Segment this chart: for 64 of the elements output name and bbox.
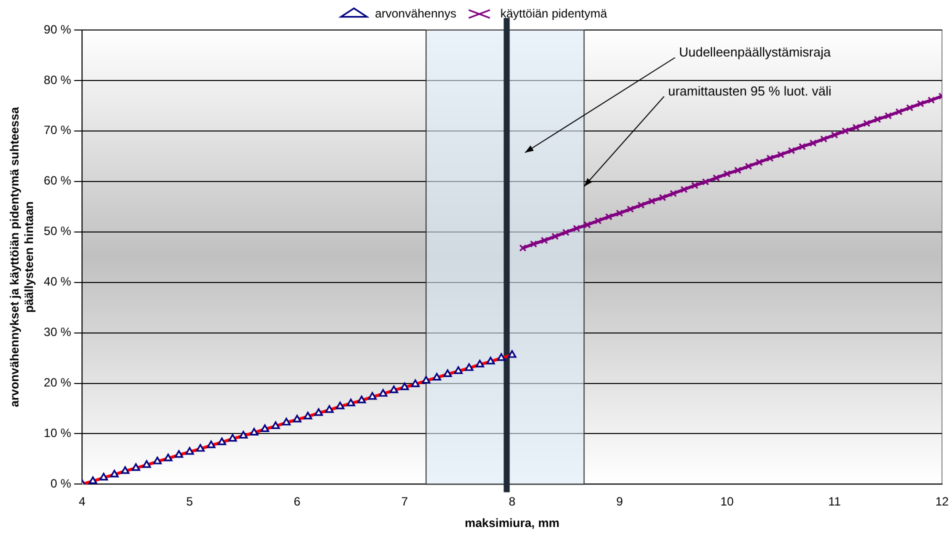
point <box>626 206 634 213</box>
point <box>830 131 838 139</box>
point <box>788 146 796 154</box>
point <box>723 170 731 178</box>
point <box>605 213 612 220</box>
annotation: uramittausten 95 % luot. väli <box>668 84 832 99</box>
y-tick-label: 60 % <box>44 174 72 188</box>
x-tick-label: 7 <box>401 494 408 509</box>
legend-label: käyttöiän pidentymä <box>500 6 608 20</box>
point <box>766 154 774 162</box>
y-tick-label: 20 % <box>44 376 72 390</box>
point <box>863 120 870 127</box>
point <box>734 166 742 174</box>
point <box>584 221 591 228</box>
y-tick-label: 50 % <box>44 224 72 238</box>
point <box>637 201 645 209</box>
x-tick-label: 5 <box>186 494 194 509</box>
point <box>551 232 559 240</box>
y-tick-label: 30 % <box>44 325 72 340</box>
x-tick-label: 12 <box>935 494 949 509</box>
x-tick-label: 10 <box>720 494 734 509</box>
point <box>809 139 817 147</box>
annotation: Uudelleenpäällystämisraja <box>678 44 832 60</box>
point <box>670 190 677 198</box>
point <box>895 108 903 116</box>
point <box>680 186 688 194</box>
x-tick-label: 11 <box>828 494 842 509</box>
point <box>702 178 710 186</box>
y-tick-label: 10 % <box>44 426 72 440</box>
y-tick-label: 90 % <box>44 22 72 36</box>
point <box>594 217 602 224</box>
point <box>906 104 914 112</box>
point <box>852 124 860 132</box>
legend-label: arvonvähennys <box>374 6 456 20</box>
point <box>691 182 698 190</box>
x-tick-label: 9 <box>616 494 624 509</box>
y-tick-label: 80 % <box>44 72 72 87</box>
point <box>562 228 570 236</box>
point <box>648 197 656 205</box>
point <box>884 112 892 120</box>
point <box>842 127 849 135</box>
point <box>916 100 924 108</box>
point <box>712 174 720 182</box>
point <box>519 244 526 252</box>
y-tick-label: 70 % <box>44 123 72 138</box>
point <box>756 158 763 166</box>
point <box>540 236 548 244</box>
y-tick-label: 40 % <box>44 274 72 289</box>
y-axis-title: arvonvähennykset ja käyttöiän pidentymä suhteessa päällysteen hintaan <box>8 106 36 408</box>
point <box>928 96 935 104</box>
x-tick-label: 8 <box>508 494 516 509</box>
x-axis-title: maksimiura, mm <box>464 516 560 530</box>
point <box>874 116 882 123</box>
point <box>530 240 538 248</box>
point <box>744 162 752 170</box>
point <box>820 135 828 143</box>
point <box>798 142 806 150</box>
x-tick-label: 6 <box>294 494 301 509</box>
y-tick-label: 0 % <box>50 476 72 491</box>
point <box>777 151 784 158</box>
x-tick-label: 4 <box>78 494 86 509</box>
point <box>658 194 666 202</box>
point <box>572 224 580 232</box>
point <box>616 210 624 217</box>
